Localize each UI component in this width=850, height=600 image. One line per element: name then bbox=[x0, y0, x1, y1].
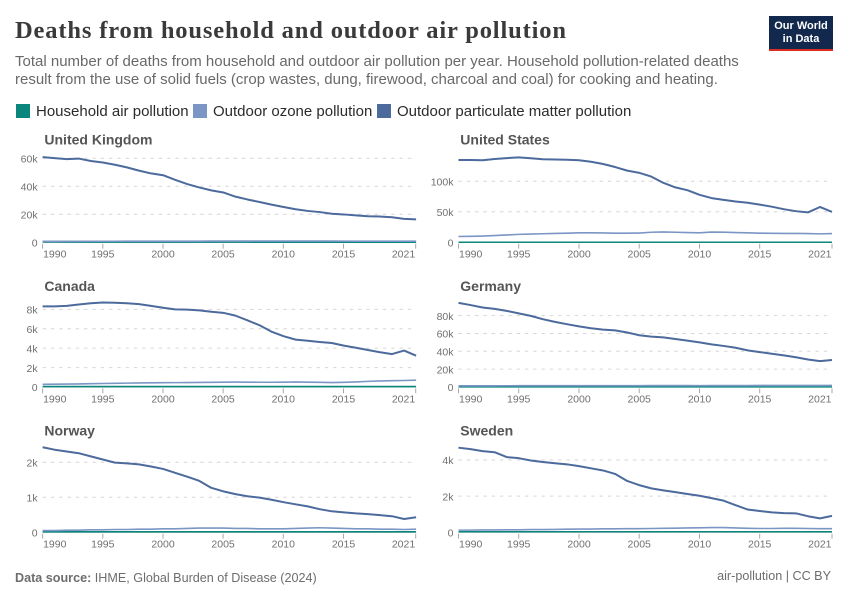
svg-text:2k: 2k bbox=[27, 363, 39, 375]
svg-text:2005: 2005 bbox=[628, 539, 652, 551]
svg-text:1995: 1995 bbox=[507, 249, 531, 261]
svg-text:40k: 40k bbox=[21, 182, 39, 194]
svg-text:2015: 2015 bbox=[332, 393, 356, 405]
svg-text:2015: 2015 bbox=[748, 539, 772, 551]
svg-text:1995: 1995 bbox=[91, 249, 115, 261]
svg-text:2010: 2010 bbox=[272, 539, 296, 551]
svg-text:2000: 2000 bbox=[151, 539, 175, 551]
svg-text:1990: 1990 bbox=[43, 249, 67, 261]
svg-text:6k: 6k bbox=[27, 324, 39, 336]
svg-text:2010: 2010 bbox=[688, 539, 712, 551]
svg-text:1990: 1990 bbox=[43, 539, 67, 551]
svg-text:2005: 2005 bbox=[628, 249, 652, 261]
svg-text:2015: 2015 bbox=[748, 393, 772, 405]
svg-text:1990: 1990 bbox=[459, 539, 483, 551]
svg-text:1995: 1995 bbox=[91, 539, 115, 551]
svg-text:2010: 2010 bbox=[272, 393, 296, 405]
svg-text:2021: 2021 bbox=[808, 393, 832, 405]
svg-text:1990: 1990 bbox=[43, 393, 67, 405]
svg-text:Sweden: Sweden bbox=[460, 422, 513, 438]
svg-text:2021: 2021 bbox=[808, 539, 832, 551]
svg-text:60k: 60k bbox=[437, 329, 455, 341]
svg-text:0: 0 bbox=[32, 238, 38, 250]
svg-text:2005: 2005 bbox=[211, 249, 235, 261]
svg-text:2k: 2k bbox=[442, 491, 454, 503]
svg-text:Canada: Canada bbox=[44, 278, 95, 294]
svg-text:2021: 2021 bbox=[392, 539, 416, 551]
svg-text:2000: 2000 bbox=[151, 249, 175, 261]
svg-text:2021: 2021 bbox=[808, 249, 832, 261]
svg-text:2010: 2010 bbox=[688, 249, 712, 261]
svg-text:2005: 2005 bbox=[628, 393, 652, 405]
svg-text:2000: 2000 bbox=[567, 393, 591, 405]
svg-text:0: 0 bbox=[32, 382, 38, 394]
svg-text:2021: 2021 bbox=[392, 393, 416, 405]
svg-text:1k: 1k bbox=[27, 493, 39, 505]
svg-text:2000: 2000 bbox=[151, 393, 175, 405]
svg-text:2010: 2010 bbox=[688, 393, 712, 405]
svg-text:0: 0 bbox=[448, 238, 454, 250]
svg-text:2015: 2015 bbox=[748, 249, 772, 261]
svg-text:0: 0 bbox=[448, 382, 454, 394]
svg-text:United Kingdom: United Kingdom bbox=[44, 132, 152, 148]
svg-text:4k: 4k bbox=[27, 343, 39, 355]
svg-text:United States: United States bbox=[460, 132, 550, 148]
svg-text:80k: 80k bbox=[437, 311, 455, 323]
svg-text:2000: 2000 bbox=[567, 249, 591, 261]
svg-text:50k: 50k bbox=[437, 207, 455, 219]
svg-text:2021: 2021 bbox=[392, 249, 416, 261]
svg-text:2005: 2005 bbox=[211, 393, 235, 405]
svg-text:60k: 60k bbox=[21, 154, 39, 166]
svg-text:Germany: Germany bbox=[460, 278, 521, 294]
svg-text:100k: 100k bbox=[431, 177, 455, 189]
svg-text:20k: 20k bbox=[21, 210, 39, 222]
svg-text:1995: 1995 bbox=[507, 393, 531, 405]
svg-text:2015: 2015 bbox=[332, 539, 356, 551]
svg-text:2k: 2k bbox=[27, 458, 39, 470]
svg-text:40k: 40k bbox=[437, 347, 455, 359]
svg-text:1995: 1995 bbox=[91, 393, 115, 405]
svg-text:2015: 2015 bbox=[332, 249, 356, 261]
svg-text:2010: 2010 bbox=[272, 249, 296, 261]
svg-text:1995: 1995 bbox=[507, 539, 531, 551]
svg-text:Norway: Norway bbox=[44, 422, 95, 438]
svg-text:2000: 2000 bbox=[567, 539, 591, 551]
svg-text:8k: 8k bbox=[27, 305, 39, 317]
svg-text:0: 0 bbox=[32, 528, 38, 540]
svg-text:2005: 2005 bbox=[211, 539, 235, 551]
svg-text:1990: 1990 bbox=[459, 249, 483, 261]
svg-text:4k: 4k bbox=[442, 455, 454, 467]
svg-text:20k: 20k bbox=[437, 364, 455, 376]
svg-text:1990: 1990 bbox=[459, 393, 483, 405]
svg-text:0: 0 bbox=[448, 528, 454, 540]
